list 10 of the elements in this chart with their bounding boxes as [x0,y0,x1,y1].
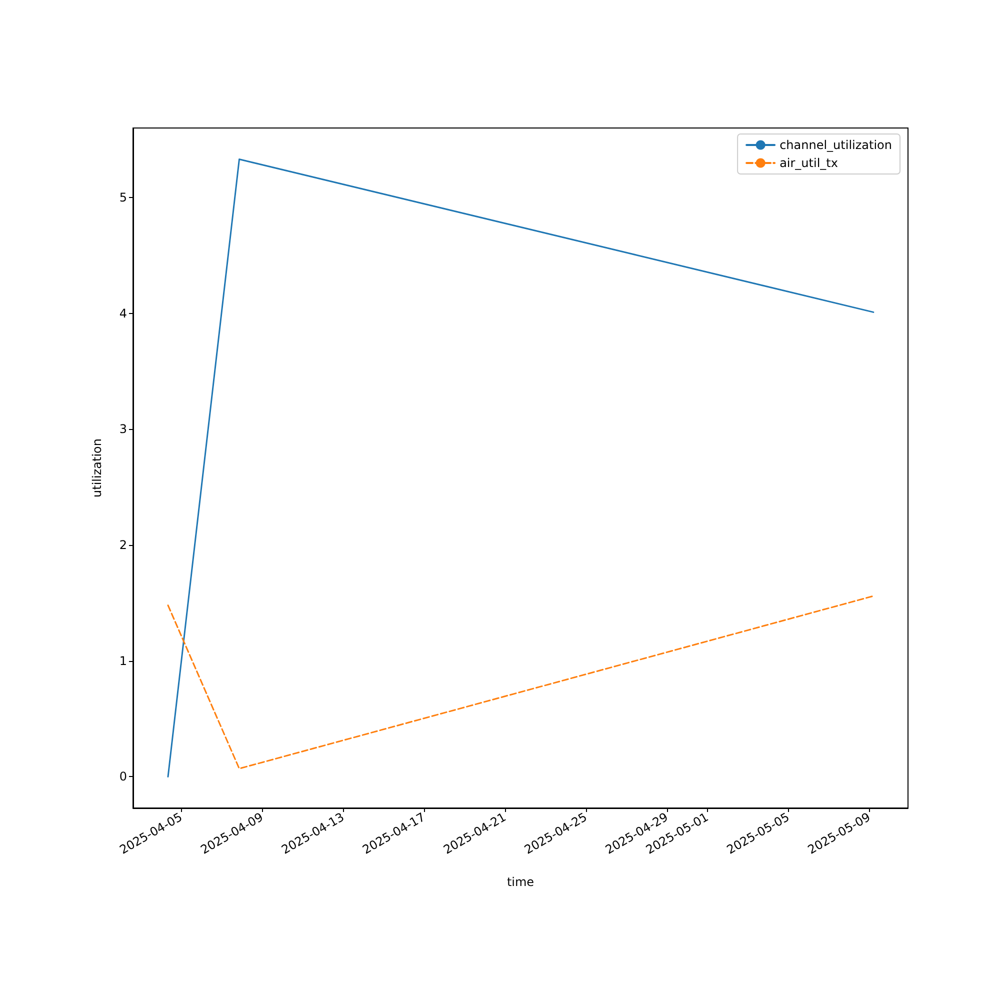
x-axis-title: time [506,875,534,889]
legend-label: channel_utilization [780,138,892,152]
y-tick-label: 4 [119,306,127,320]
y-axis-title: utilization [90,438,104,498]
y-tick-label: 3 [119,422,127,436]
legend-label: air_util_tx [780,156,838,170]
y-tick-label: 1 [119,654,127,668]
y-tick-label: 0 [119,770,127,784]
y-tick-label: 5 [119,190,127,205]
y-tick-label: 2 [119,538,127,552]
